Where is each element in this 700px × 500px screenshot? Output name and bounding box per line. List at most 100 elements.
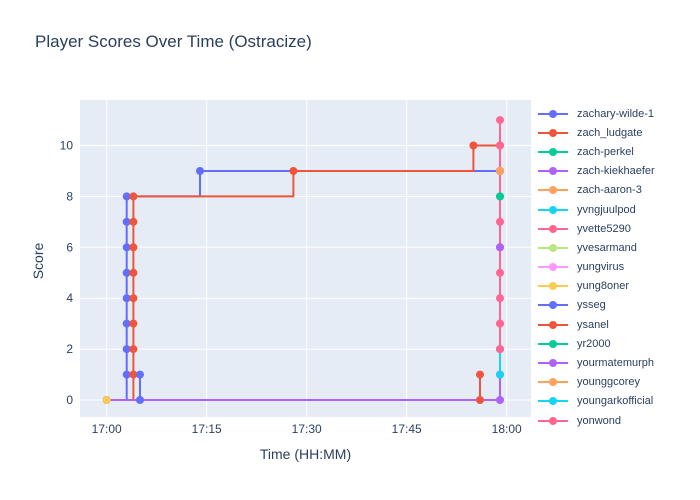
y-tick-label: 4 [66,291,73,305]
series-marker-yr2000 [496,192,504,201]
legend-item-yonwond[interactable]: yonwond [537,411,655,430]
plot-area [80,100,531,417]
series-marker-zachary-wilde-1 [196,167,204,175]
legend-label: zach_ludgate [577,126,643,139]
legend-item-zach-kiekhaefer[interactable]: zach-kiekhaefer [537,162,655,181]
legend-item-zach-perkel[interactable]: zach-perkel [537,142,655,161]
series-marker-zachary-wilde-1 [122,370,131,379]
series-marker-zachary-wilde-1 [122,192,131,201]
series-marker-zachary-wilde-1 [122,243,131,252]
y-tick-label: 10 [60,139,74,153]
series-marker-ysanel [476,396,484,404]
series-marker-yvette5290 [496,294,504,303]
y-axis-title: Score [30,242,46,280]
legend-label: youngarkofficial [577,395,654,408]
series-marker-zach_ludgate [129,217,138,226]
series-marker-zach_ludgate [129,345,138,354]
legend-line-marker-icon [538,128,568,137]
legend-item-zach_ludgate[interactable]: zach_ludgate [537,123,655,142]
x-tick-label: 17:45 [392,422,422,436]
series-marker-zach-kiekhaefer [496,396,504,404]
legend-label: ysanel [577,318,609,331]
series-marker-zach_ludgate [129,319,138,328]
y-tick-label: 2 [66,342,73,356]
series-marker-zach_ludgate [469,141,478,150]
series-marker-yvette5290 [496,217,504,226]
series-marker-zachary-wilde-1 [122,345,131,354]
legend-item-yr2000[interactable]: yr2000 [537,334,655,353]
legend-label: yungvirus [577,261,625,274]
legend-line-marker-icon [538,320,568,329]
legend-item-youngarkofficial[interactable]: youngarkofficial [537,392,655,411]
legend-line-marker-icon [538,263,568,272]
y-tick-label: 0 [66,393,73,407]
legend-item-younggcorey[interactable]: younggcorey [537,373,655,392]
legend-label: zach-perkel [577,145,634,158]
legend-line-marker-icon [538,416,568,425]
x-tick-label: 17:30 [292,422,322,436]
legend-item-zach-aaron-3[interactable]: zach-aaron-3 [537,181,655,200]
series-marker-zachary-wilde-1 [122,217,131,226]
y-tick-label: 6 [66,240,73,254]
series-marker-zach_ludgate [129,370,138,379]
legend-item-ysseg[interactable]: ysseg [537,296,655,315]
legend-label: younggcorey [577,376,640,389]
x-axis-title: Time (HH:MM) [259,446,352,462]
legend-line-marker-icon [538,378,568,387]
legend-item-yungvirus[interactable]: yungvirus [537,258,655,277]
series-marker-yung8oner [102,396,111,404]
legend-label: yvette5290 [577,222,631,235]
series-marker-zach_ludgate [129,268,138,277]
x-tick-label: 18:00 [492,422,522,436]
series-marker-zach_ludgate [129,243,138,252]
legend-item-yvesarmand[interactable]: yvesarmand [537,238,655,257]
series-marker-zach_ludgate [289,167,298,175]
series-marker-zachary-wilde-1 [122,319,131,328]
series-marker-zachary-wilde-1 [122,294,131,303]
legend-label: yung8oner [577,280,629,293]
legend-label: zachary-wilde-1 [577,107,655,120]
legend-line-marker-icon [538,301,568,310]
legend-line-marker-icon [538,282,568,291]
legend-item-yvette5290[interactable]: yvette5290 [537,219,655,238]
x-tick-label: 17:00 [92,422,122,436]
series-marker-zach_ludgate [129,192,138,201]
legend-item-zachary-wilde-1[interactable]: zachary-wilde-1 [537,104,655,123]
legend-item-ysanel[interactable]: ysanel [537,315,655,334]
series-marker-zach_ludgate [129,294,138,303]
legend-line-marker-icon [538,109,568,118]
legend-line-marker-icon [538,205,568,214]
series-marker-yvette5290 [496,116,504,125]
legend: zachary-wilde-1 zach_ludgate zach-perkel za… [537,104,655,430]
legend-line-marker-icon [538,397,568,406]
legend-label: yr2000 [577,337,611,350]
legend-line-marker-icon [538,339,568,348]
series-marker-younggcorey [496,167,504,175]
chart-title: Player Scores Over Time (Ostracize) [35,32,312,51]
legend-line-marker-icon [538,224,568,233]
legend-label: zach-kiekhaefer [577,165,655,178]
series-marker-ysanel [476,370,484,379]
series-marker-yonwond [496,345,504,354]
y-tick-label: 8 [66,189,73,203]
series-marker-youngarkofficial [496,370,504,379]
legend-label: yvngjuulpod [577,203,636,216]
legend-line-marker-icon [538,359,568,368]
series-marker-yvette5290 [496,141,504,150]
series-marker-yvette5290 [496,268,504,277]
legend-label: yonwond [577,414,622,427]
series-marker-zachary-wilde-1 [122,268,131,277]
series-marker-yourmatemurph [496,243,504,252]
legend-label: yourmatemurph [577,357,655,370]
legend-line-marker-icon [538,243,568,252]
legend-item-yourmatemurph[interactable]: yourmatemurph [537,353,655,372]
legend-item-yung8oner[interactable]: yung8oner [537,277,655,296]
legend-line-marker-icon [538,186,568,195]
legend-label: yvesarmand [577,241,637,254]
series-marker-ysseg [136,370,144,379]
legend-label: zach-aaron-3 [577,184,642,197]
legend-item-yvngjuulpod[interactable]: yvngjuulpod [537,200,655,219]
series-marker-ysseg [136,396,144,404]
